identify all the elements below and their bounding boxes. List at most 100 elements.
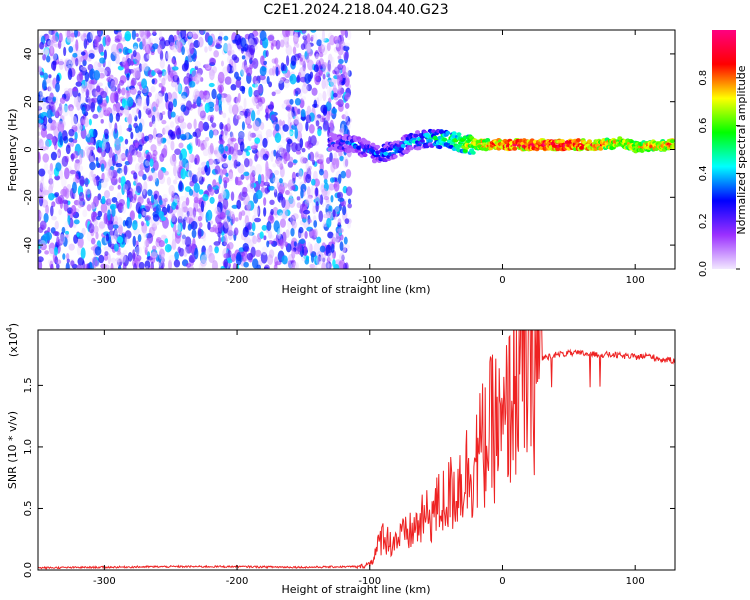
noise-blob (207, 221, 211, 231)
noise-blob (196, 67, 203, 76)
noise-blob (90, 201, 95, 209)
noise-blob (245, 151, 250, 157)
noise-blob (208, 44, 213, 52)
noise-blob (223, 42, 230, 52)
noise-blob (152, 30, 157, 35)
noise-blob (314, 75, 321, 86)
noise-blob (306, 186, 311, 197)
noise-blob (327, 252, 334, 262)
noise-blob (279, 39, 285, 48)
noise-blob (327, 73, 331, 78)
noise-blob (100, 51, 105, 56)
noise-blob (260, 55, 265, 66)
noise-blob (151, 114, 156, 125)
noise-blob (289, 73, 297, 85)
noise-blob (254, 249, 262, 258)
noise-blob (213, 129, 218, 137)
noise-blob (93, 128, 98, 139)
noise-blob (183, 248, 188, 258)
noise-blob (286, 55, 290, 66)
noise-blob (251, 221, 256, 232)
noise-blob (260, 251, 268, 264)
noise-blob (299, 57, 303, 62)
noise-blob (174, 251, 179, 261)
noise-blob (39, 41, 45, 50)
noise-blob (185, 263, 192, 268)
noise-blob (39, 240, 47, 247)
noise-blob (174, 83, 182, 92)
noise-blob (309, 243, 313, 254)
signal-blob (451, 131, 457, 136)
noise-blob (198, 120, 204, 132)
y-multiplier-exp: 4 (5, 327, 14, 332)
noise-blob (133, 193, 137, 201)
noise-blob (141, 88, 148, 95)
noise-blob (302, 34, 308, 41)
noise-blob (247, 130, 252, 142)
y-multiplier-close: ) (7, 323, 20, 327)
noise-blob (117, 184, 121, 190)
noise-blob (51, 215, 57, 221)
signal-blob (575, 138, 581, 143)
noise-blob (335, 43, 340, 48)
noise-blob (284, 241, 288, 248)
noise-blob (136, 244, 140, 256)
noise-blob (109, 79, 116, 88)
signal-blob (370, 142, 376, 147)
noise-blob (122, 46, 129, 56)
noise-blob (48, 243, 55, 249)
noise-blob (64, 220, 69, 231)
noise-blob (228, 104, 234, 114)
noise-blob (100, 202, 108, 214)
noise-blob (181, 63, 189, 72)
noise-blob (121, 87, 126, 96)
noise-blob (110, 80, 116, 93)
noise-blob (213, 50, 220, 58)
noise-blob (222, 99, 226, 104)
noise-blob (93, 219, 98, 226)
noise-blob (174, 148, 181, 155)
noise-blob (209, 142, 214, 155)
noise-blob (39, 182, 44, 193)
noise-blob (118, 153, 126, 159)
noise-blob (238, 111, 244, 119)
noise-blob (205, 136, 210, 142)
noise-blob (76, 245, 82, 256)
noise-blob (294, 97, 301, 106)
noise-blob (212, 179, 217, 188)
noise-blob (152, 213, 160, 222)
noise-blob (274, 256, 279, 267)
noise-blob (52, 103, 56, 116)
noise-blob (262, 153, 269, 161)
noise-blob (95, 160, 100, 168)
noise-blob (103, 246, 110, 251)
noise-blob (121, 98, 126, 108)
noise-blob (300, 43, 306, 50)
noise-blob (181, 233, 186, 245)
signal-blob (392, 154, 398, 159)
x-tick-label: -100 (358, 576, 381, 587)
noise-blob (317, 128, 322, 137)
noise-blob (203, 140, 209, 149)
noise-blob (303, 245, 308, 257)
noise-blob (207, 35, 213, 46)
noise-blob (263, 207, 267, 217)
noise-blob (150, 51, 155, 56)
noise-blob (332, 209, 336, 218)
noise-blob (298, 168, 304, 177)
noise-blob (266, 240, 270, 248)
noise-blob (161, 119, 167, 125)
noise-blob (188, 254, 196, 264)
signal-blob (669, 139, 675, 144)
noise-blob (315, 201, 319, 213)
noise-blob (261, 224, 268, 231)
noise-blob (225, 93, 232, 103)
noise-blob (149, 121, 153, 128)
noise-blob (341, 123, 345, 135)
noise-blob (287, 260, 295, 266)
noise-blob (179, 153, 183, 161)
colorbar-ticks: 0.0 0.2 0.4 0.6 0.8 (698, 70, 740, 277)
noise-blob (54, 192, 60, 198)
noise-blob (63, 46, 67, 57)
x-tick-label: 0 (499, 275, 505, 286)
